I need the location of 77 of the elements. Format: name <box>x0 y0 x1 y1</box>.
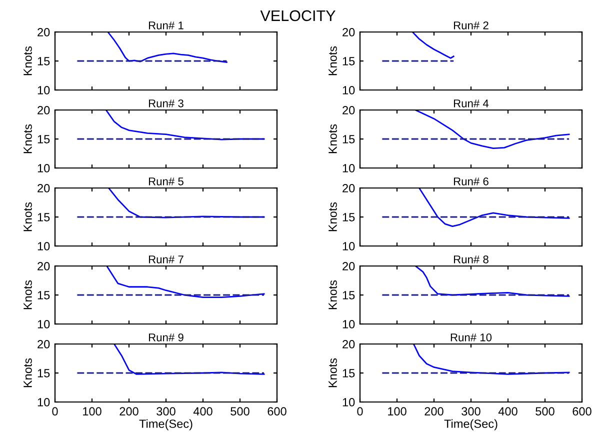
line-series <box>107 32 228 63</box>
y-tick-label: 20 <box>38 28 50 36</box>
chart-title: Run# 10 <box>450 333 492 342</box>
y-tick-label: 10 <box>38 86 50 94</box>
y-tick-label: 15 <box>342 135 355 144</box>
y-tick-label: 20 <box>342 262 355 270</box>
y-axis-title: Knots <box>24 280 32 310</box>
line-series <box>414 266 570 297</box>
y-tick-label: 15 <box>38 135 50 144</box>
y-tick-label: 20 <box>342 340 355 348</box>
x-tick-label: 400 <box>193 407 212 416</box>
y-tick-label: 15 <box>342 213 355 222</box>
line-series <box>108 188 265 218</box>
line-series <box>106 266 265 298</box>
line-series <box>418 188 570 227</box>
chart-title: Run# 9 <box>149 333 184 342</box>
y-axis-title: Knots <box>24 124 32 154</box>
y-tick-label: 15 <box>38 369 50 378</box>
y-tick-label: 10 <box>342 320 355 328</box>
x-tick-label: 500 <box>536 407 554 416</box>
y-tick-label: 15 <box>38 57 50 66</box>
x-axis-title: Time(Sec) <box>139 419 192 430</box>
chart-title: Run# 6 <box>454 177 488 186</box>
chart-title: Run# 4 <box>454 100 489 108</box>
chart-title: Run# 7 <box>149 256 184 264</box>
y-axis-title: Knots <box>328 124 337 154</box>
y-tick-label: 15 <box>342 291 355 300</box>
chart-title: Run# 3 <box>149 99 184 108</box>
line-series <box>412 32 454 59</box>
text: VELOCITY <box>260 10 336 22</box>
x-tick-label: 0 <box>52 407 58 416</box>
y-tick-label: 10 <box>342 164 355 172</box>
line-series <box>414 110 570 149</box>
y-tick-label: 20 <box>342 184 355 192</box>
y-tick-label: 10 <box>38 164 50 172</box>
y-tick-label: 10 <box>38 398 50 406</box>
x-tick-label: 500 <box>230 407 250 416</box>
y-tick-label: 20 <box>38 184 50 192</box>
x-tick-label: 300 <box>462 407 480 416</box>
y-tick-label: 20 <box>38 340 50 348</box>
chart-title: Run# 5 <box>149 178 184 186</box>
y-tick-label: 20 <box>342 106 355 114</box>
x-tick-label: 400 <box>498 407 518 416</box>
y-tick-label: 15 <box>342 57 355 66</box>
y-axis-title: Knots <box>24 358 32 388</box>
x-axis-title: Time(Sec) <box>444 419 498 430</box>
x-tick-label: 100 <box>388 407 406 416</box>
y-tick-label: 20 <box>38 262 50 270</box>
y-tick-label: 15 <box>342 369 355 378</box>
y-tick-label: 10 <box>38 320 50 328</box>
line-series <box>114 344 265 375</box>
y-tick-label: 20 <box>38 106 50 114</box>
x-tick-label: 300 <box>156 407 176 416</box>
chart-title: Run# 2 <box>454 21 488 30</box>
y-tick-label: 10 <box>38 242 50 250</box>
y-axis-title: Knots <box>328 202 337 232</box>
y-axis-title: Knots <box>328 280 337 310</box>
chart-title: Run# 1 <box>149 22 184 30</box>
x-tick-label: 0 <box>357 407 363 416</box>
y-tick-label: 10 <box>342 398 355 406</box>
x-tick-label: 200 <box>424 407 444 416</box>
y-tick-label: 10 <box>342 242 355 250</box>
y-axis-title: Knots <box>328 358 337 388</box>
y-axis-title: Knots <box>24 46 32 76</box>
x-tick-label: 600 <box>572 407 592 416</box>
y-tick-label: 20 <box>342 28 355 36</box>
y-tick-label: 15 <box>38 291 50 300</box>
line-series <box>105 110 265 140</box>
x-tick-label: 100 <box>83 407 102 416</box>
y-axis-title: Knots <box>24 202 32 232</box>
x-tick-label: 200 <box>120 407 138 416</box>
x-tick-label: 600 <box>268 407 286 416</box>
line-series <box>412 344 570 375</box>
y-tick-label: 10 <box>342 86 355 94</box>
chart-title: Run# 8 <box>454 255 488 264</box>
y-axis-title: Knots <box>328 46 337 76</box>
y-tick-label: 15 <box>38 213 50 222</box>
